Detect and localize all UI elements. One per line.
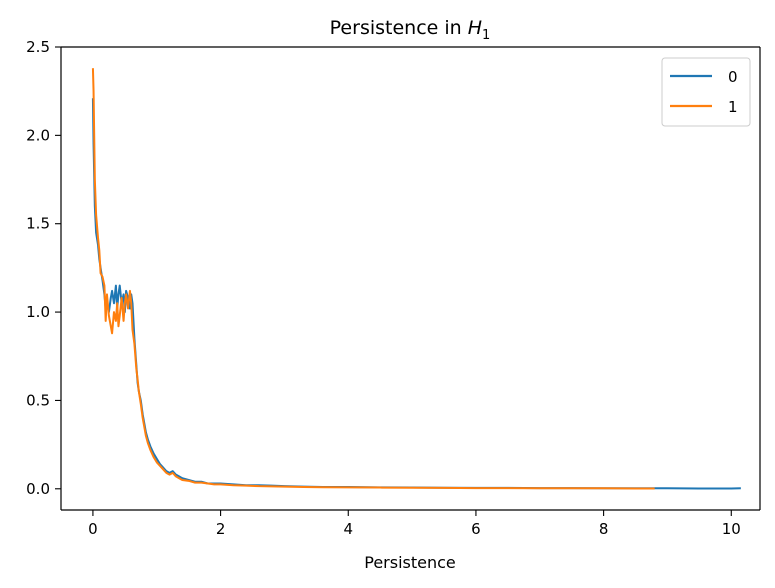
- x-axis-ticks: 0 2 4 6 8 10: [88, 510, 741, 538]
- x-tick-label: 6: [471, 520, 481, 538]
- y-tick-label: 0.5: [26, 391, 50, 409]
- x-axis-label: Persistence: [364, 553, 456, 572]
- legend: 0 1: [661, 57, 751, 127]
- plot-area: [61, 47, 760, 510]
- y-tick-label: 1.0: [26, 303, 50, 321]
- legend-label-1: 1: [728, 98, 738, 116]
- x-tick-label: 4: [343, 520, 353, 538]
- legend-label-0: 0: [728, 68, 738, 86]
- chart-title-text: Persistence in: [330, 17, 462, 39]
- y-tick-label: 1.5: [26, 215, 50, 233]
- series-layer: [91, 68, 741, 490]
- chart-title: Persistence in H1: [330, 17, 491, 43]
- axes-frame: [60, 46, 761, 511]
- x-tick-label: 2: [216, 520, 226, 538]
- x-tick-label: 10: [722, 520, 741, 538]
- y-axis-ticks: 0.0 0.5 1.0 1.5 2.0 2.5: [26, 38, 61, 498]
- y-tick-label: 2.0: [26, 126, 50, 144]
- series-line-1: [91, 68, 655, 490]
- x-tick-label: 0: [88, 520, 98, 538]
- y-tick-label: 2.5: [26, 38, 50, 56]
- x-tick-label: 8: [599, 520, 609, 538]
- chart-title-subscript: 1: [482, 28, 490, 43]
- y-tick-label: 0.0: [26, 480, 50, 498]
- chart-title-math: H: [468, 17, 482, 39]
